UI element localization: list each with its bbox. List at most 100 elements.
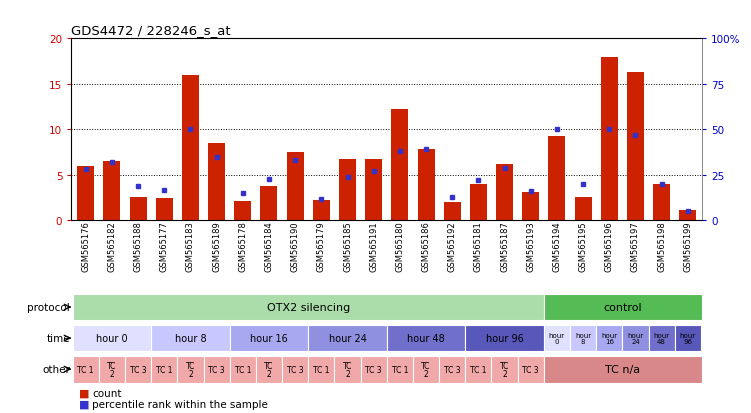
Bar (470, 185, 487, 221)
Text: hour
8: hour 8 (575, 332, 591, 344)
Text: OTX2 silencing: OTX2 silencing (267, 302, 350, 312)
Bar (544, 356, 702, 382)
Bar (680, 210, 696, 221)
Bar (570, 325, 596, 351)
Text: TC 3: TC 3 (366, 365, 382, 374)
Text: hour 48: hour 48 (407, 333, 445, 343)
Bar (261, 186, 277, 221)
Bar (73, 325, 151, 351)
Bar (155, 198, 173, 221)
Bar (73, 356, 99, 382)
Text: GDS4472 / 228246_s_at: GDS4472 / 228246_s_at (71, 24, 231, 37)
Text: GSM565188: GSM565188 (134, 221, 143, 272)
Bar (387, 325, 466, 351)
Bar (522, 193, 539, 221)
Bar (360, 356, 387, 382)
Text: GSM565185: GSM565185 (343, 221, 352, 272)
Bar (151, 325, 230, 351)
Text: GSM565182: GSM565182 (107, 221, 116, 272)
Text: hour
16: hour 16 (602, 332, 617, 344)
Bar (466, 356, 491, 382)
Bar (418, 150, 435, 221)
Bar (653, 185, 670, 221)
Text: TC 1: TC 1 (391, 365, 408, 374)
Bar (387, 356, 413, 382)
Text: GSM565193: GSM565193 (526, 221, 535, 272)
Text: GSM565199: GSM565199 (683, 221, 692, 271)
Bar (334, 356, 360, 382)
Bar (444, 203, 460, 221)
Text: time: time (47, 333, 70, 343)
Bar (287, 153, 303, 221)
Text: TC n/a: TC n/a (605, 364, 641, 374)
Bar (308, 325, 387, 351)
Text: GSM565176: GSM565176 (81, 221, 90, 272)
Bar (125, 356, 151, 382)
Bar (517, 356, 544, 382)
Text: TC 1: TC 1 (234, 365, 251, 374)
Text: TC
2: TC 2 (107, 361, 116, 377)
Text: GSM565192: GSM565192 (448, 221, 457, 271)
Bar (623, 325, 649, 351)
Bar (282, 356, 308, 382)
Bar (491, 356, 517, 382)
Text: GSM565183: GSM565183 (186, 221, 195, 272)
Text: GSM565194: GSM565194 (553, 221, 562, 271)
Bar (466, 325, 544, 351)
Text: GSM565196: GSM565196 (605, 221, 614, 272)
Text: GSM565191: GSM565191 (369, 221, 379, 271)
Text: GSM565195: GSM565195 (578, 221, 587, 271)
Text: protocol: protocol (27, 302, 70, 312)
Bar (365, 159, 382, 221)
Bar (548, 136, 566, 221)
Bar (230, 325, 308, 351)
Text: other: other (42, 364, 70, 374)
Bar (496, 165, 513, 221)
Bar (308, 356, 334, 382)
Text: hour 16: hour 16 (250, 333, 288, 343)
Bar (130, 197, 146, 221)
Text: GSM565187: GSM565187 (500, 221, 509, 272)
Text: hour 96: hour 96 (486, 333, 523, 343)
Bar (204, 356, 230, 382)
Text: GSM565189: GSM565189 (212, 221, 221, 272)
Bar (413, 356, 439, 382)
Text: TC 3: TC 3 (208, 365, 225, 374)
Bar (177, 356, 204, 382)
Text: GSM565177: GSM565177 (160, 221, 169, 272)
Bar (627, 73, 644, 221)
Text: hour
48: hour 48 (653, 332, 670, 344)
Bar (230, 356, 256, 382)
Text: hour 24: hour 24 (329, 333, 366, 343)
Text: TC 3: TC 3 (287, 365, 303, 374)
Bar (99, 356, 125, 382)
Text: TC
2: TC 2 (500, 361, 509, 377)
Text: hour 0: hour 0 (96, 333, 128, 343)
Text: GSM565180: GSM565180 (395, 221, 404, 272)
Bar (313, 200, 330, 221)
Text: TC 3: TC 3 (523, 365, 539, 374)
Bar (182, 76, 199, 221)
Text: TC
2: TC 2 (185, 361, 195, 377)
Text: GSM565198: GSM565198 (657, 221, 666, 272)
Bar (601, 57, 618, 221)
Text: hour
96: hour 96 (680, 332, 696, 344)
Text: TC 3: TC 3 (444, 365, 460, 374)
Bar (575, 197, 592, 221)
Text: TC
2: TC 2 (421, 361, 431, 377)
Text: ■: ■ (79, 388, 89, 398)
Text: TC 1: TC 1 (470, 365, 487, 374)
Text: hour 8: hour 8 (175, 333, 207, 343)
Bar (649, 325, 674, 351)
Text: TC
2: TC 2 (264, 361, 273, 377)
Bar (544, 294, 702, 320)
Text: TC 1: TC 1 (77, 365, 94, 374)
Text: GSM565190: GSM565190 (291, 221, 300, 271)
Text: TC 1: TC 1 (156, 365, 173, 374)
Text: control: control (604, 302, 642, 312)
Text: TC 1: TC 1 (313, 365, 330, 374)
Text: TC 3: TC 3 (130, 365, 146, 374)
Bar (151, 356, 177, 382)
Text: count: count (92, 388, 122, 398)
Bar (234, 202, 252, 221)
